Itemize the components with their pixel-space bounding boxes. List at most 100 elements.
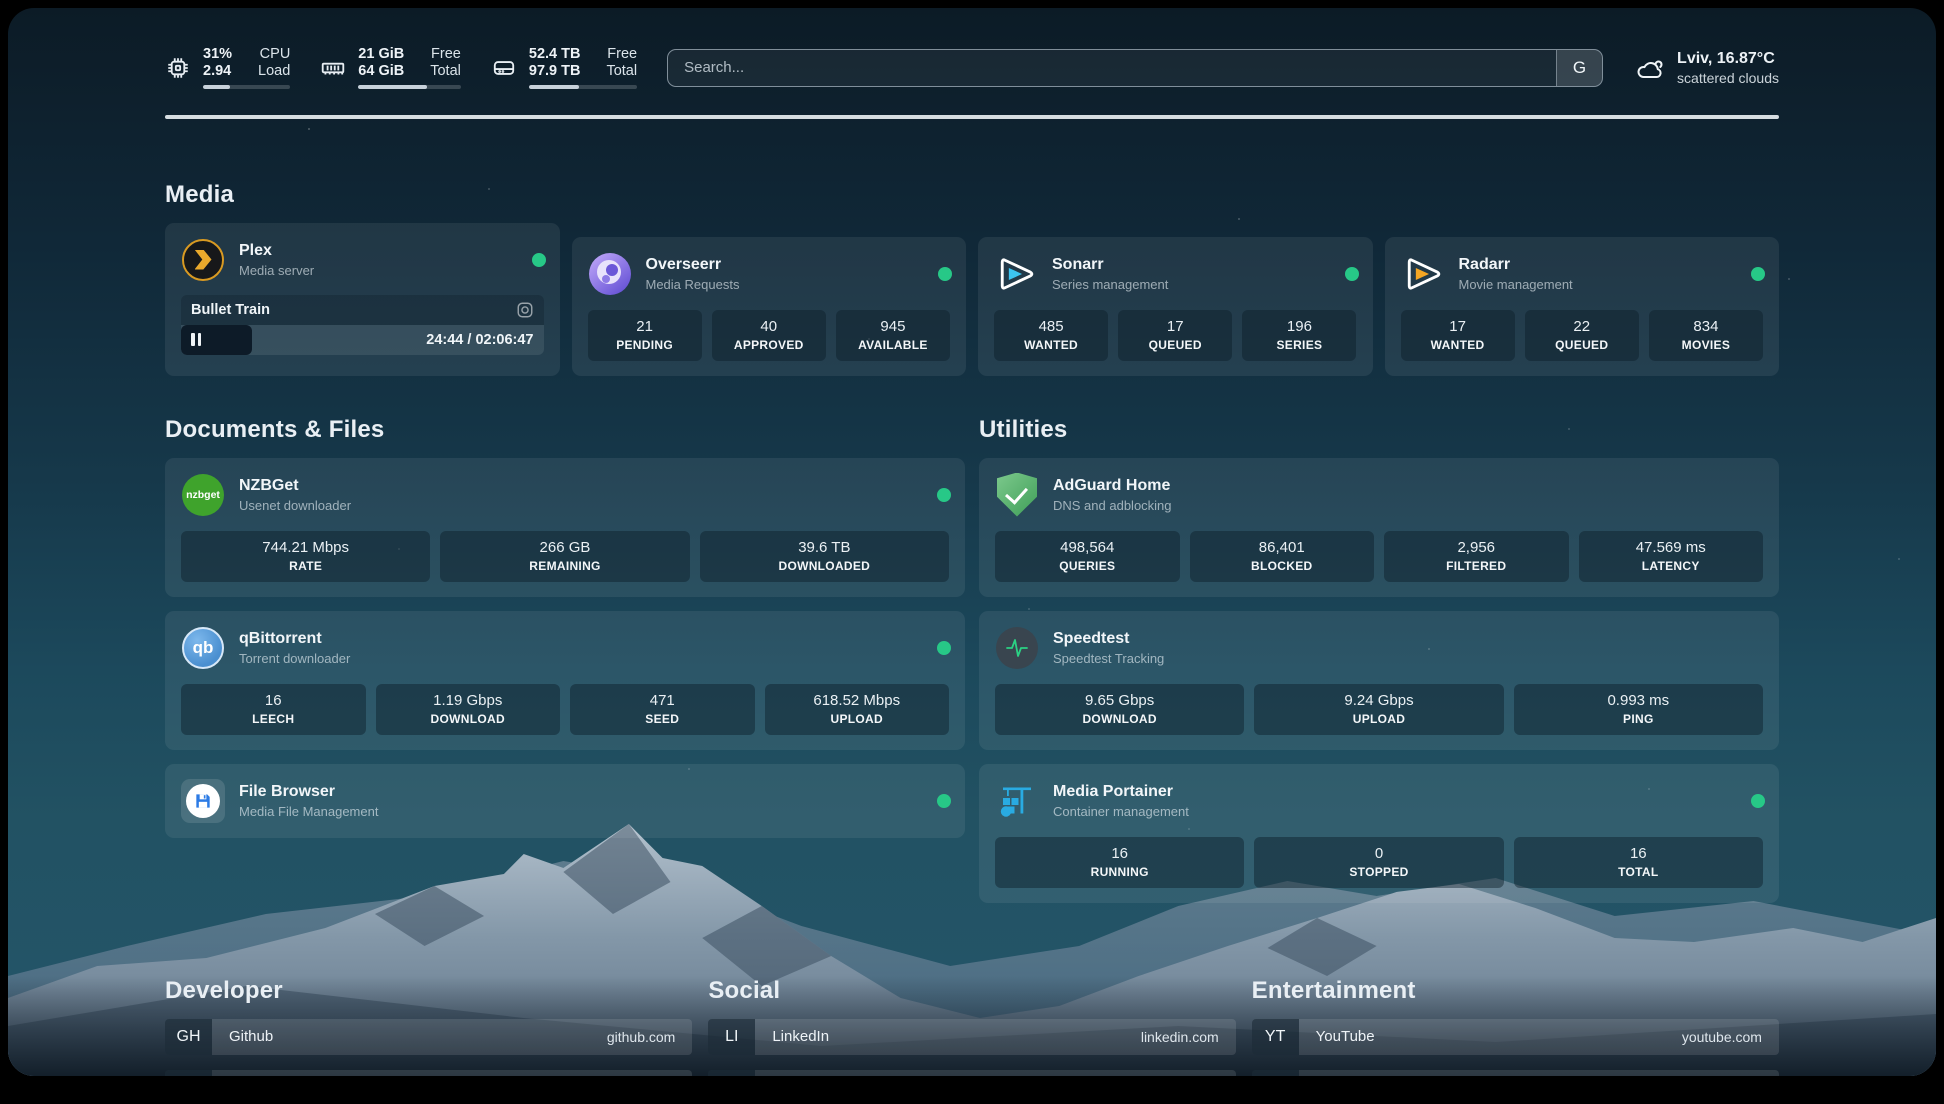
weather-condition: scattered clouds [1677,69,1779,86]
bookmark-url: netflix.com [1695,1070,1779,1077]
memory-widget: 21 GiB Free 64 GiB Total [320,46,461,89]
qbittorrent-icon: qb [181,626,225,670]
disk-free-label: Free [607,46,638,62]
section-documents: Documents & Files nzbget NZBGet Usenet d… [165,416,965,838]
stat-latency: 47.569 ms LATENCY [1578,530,1763,582]
card-portainer[interactable]: Media Portainer Container management 16 … [979,763,1779,903]
snow-particles [308,128,310,130]
filebrowser-icon [181,778,225,823]
pause-icon [191,333,195,346]
weather-location-temp: Lviv, 16.87°C [1677,49,1775,67]
bookmark-abbr: NF [1251,1069,1299,1076]
card-title: Sonarr [1052,255,1104,273]
stat-upload: 618.52 Mbps UPLOAD [764,683,949,735]
disk-usage-bar [528,85,638,89]
card-adguard[interactable]: AdGuard Home DNS and adblocking 498,564 … [979,457,1779,597]
card-subtitle: Media Requests [645,276,740,292]
section-entertainment: Entertainment YT YouTube youtube.com NF … [1251,977,1779,1077]
card-radarr[interactable]: Radarr Movie management 17 WANTED 22 QUE… [1384,236,1779,376]
stat-download: 9.65 Gbps DOWNLOAD [995,683,1245,735]
cpu-label: CPU [259,46,291,62]
bookmark-url: linkedin.com [1140,1028,1219,1045]
card-title: File Browser [239,782,336,800]
card-subtitle: Speedtest Tracking [1053,650,1165,666]
card-title: NZBGet [239,476,299,494]
stat-upload: 9.24 Gbps UPLOAD [1254,683,1504,735]
background-mountains [8,824,1936,1076]
now-playing-title: Bullet Train [191,301,270,318]
bookmark-abbr: YT [1251,1018,1299,1055]
card-speedtest[interactable]: Speedtest Speedtest Tracking 9.65 Gbps D… [979,610,1779,750]
stat-series: 196 SERIES [1242,309,1357,361]
section-title-media: Media [165,180,235,208]
bookmark-name: Twitter [755,1070,1151,1077]
bookmark-name: Github [229,1028,274,1045]
status-online-dot [937,487,951,502]
bookmark-name: StackOverflow [212,1070,561,1077]
memory-free-label: Free [431,46,461,62]
bookmark-youtube[interactable]: YT YouTube youtube.com [1251,1018,1779,1055]
bookmark-name: YouTube [1315,1028,1375,1045]
card-subtitle: Usenet downloader [239,497,352,513]
dashboard-screen: 31% CPU 2.94 Load 21 GiB Free 64 GiB Tot… [8,8,1936,1076]
status-online-dot [937,793,951,808]
card-title: Radarr [1458,255,1511,273]
stat-filtered: 2,956 FILTERED [1384,530,1569,582]
cloud-icon [1637,60,1663,78]
bookmark-twitter[interactable]: TW Twitter twitter.com [708,1069,1236,1077]
playback-progress-bar[interactable]: 24:44 / 02:06:47 [181,324,544,355]
status-online-dot [937,640,951,655]
radarr-icon [1401,252,1445,296]
header-divider [165,115,1779,119]
status-online-dot [1751,793,1765,808]
card-nzbget[interactable]: nzbget NZBGet Usenet downloader 744.21 M… [165,457,965,597]
playback-time: 24:44 / 02:06:47 [426,331,534,348]
status-online-dot [938,266,952,281]
stat-movies: 834 MOVIES [1648,309,1763,361]
bookmark-netflix[interactable]: NF Netflix netflix.com [1251,1069,1779,1077]
bookmark-linkedin[interactable]: LI LinkedIn linkedin.com [708,1018,1236,1055]
weather-widget: Lviv, 16.87°C scattered clouds [1633,50,1779,86]
memory-icon [322,62,345,74]
disk-total-label: Total [606,63,638,79]
bookmark-url: twitter.com [1152,1070,1236,1077]
overseerr-icon [588,252,632,296]
card-title: AdGuard Home [1053,476,1171,494]
stat-total: 16 TOTAL [1513,836,1763,888]
card-subtitle: Media server [239,262,315,278]
stat-downloaded: 39.6 TB DOWNLOADED [699,530,949,582]
card-title: Speedtest [1053,629,1130,647]
cpu-widget: 31% CPU 2.94 Load [165,46,291,89]
card-filebrowser[interactable]: File Browser Media File Management [165,763,965,838]
stat-download: 1.19 Gbps DOWNLOAD [375,683,560,735]
stat-wanted: 485 WANTED [994,309,1109,361]
stat-running: 16 RUNNING [995,836,1245,888]
section-social: Social LI LinkedIn linkedin.com TW Twitt… [708,977,1236,1077]
stat-wanted: 17 WANTED [1400,309,1515,361]
search-input[interactable] [668,49,1557,86]
disk-free-value: 52.4 TB [528,46,581,62]
card-title: Plex [239,241,272,259]
card-plex[interactable]: Plex Media server Bullet Train [165,222,560,376]
card-overseerr[interactable]: Overseerr Media Requests 21 PENDING 40 A… [571,236,966,376]
stat-queries: 498,564 QUERIES [995,530,1180,582]
bookmark-abbr: TW [708,1069,756,1076]
bookmark-abbr: SO [165,1069,212,1076]
bookmark-stackoverflow[interactable]: SO StackOverflow stackoverflow.com [165,1069,693,1077]
card-sonarr[interactable]: Sonarr Series management 485 WANTED 17 Q… [978,236,1373,376]
search-provider-button[interactable]: G [1556,49,1603,86]
card-title: Overseerr [645,255,722,273]
bookmark-url: stackoverflow.com [561,1070,692,1077]
memory-free-value: 21 GiB [358,46,405,62]
stat-stopped: 0 STOPPED [1254,836,1504,888]
stat-available: 945 AVAILABLE [835,309,950,361]
cpu-icon [168,57,188,78]
status-online-dot [1751,266,1765,281]
disk-total-value: 97.9 TB [528,63,581,79]
search-bar: G [667,48,1604,87]
card-qbittorrent[interactable]: qb qBittorrent Torrent downloader 16 LEE… [165,610,965,750]
plex-now-playing: Bullet Train 24:44 / 02:06:47 [181,294,544,355]
memory-total-value: 64 GiB [358,63,405,79]
bookmark-github[interactable]: GH Github github.com [165,1018,693,1055]
top-bar: 31% CPU 2.94 Load 21 GiB Free 64 GiB Tot… [165,46,1779,89]
